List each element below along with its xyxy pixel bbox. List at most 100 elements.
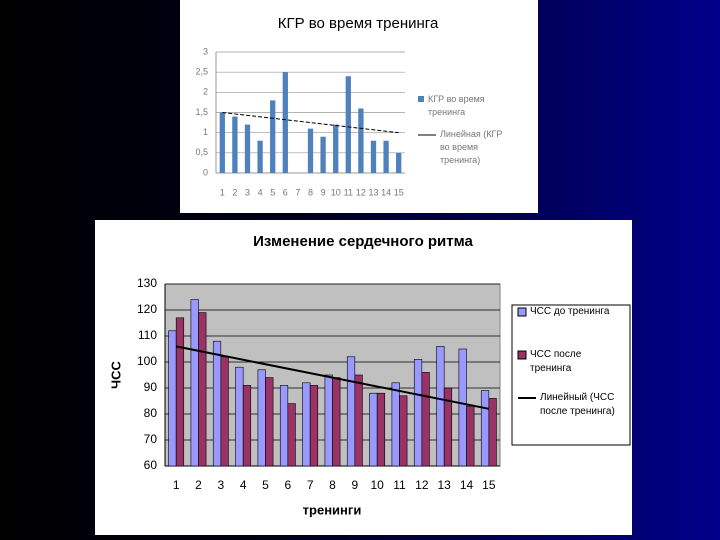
bar — [354, 374, 363, 467]
bar — [443, 387, 453, 467]
x-tick-label: 5 — [270, 187, 275, 197]
legend-label: Линейная (КГР во время тренинга) — [440, 129, 503, 165]
chart-panel — [180, 0, 538, 213]
bar — [220, 356, 229, 467]
bar — [265, 377, 274, 467]
bar — [320, 136, 326, 173]
bar — [466, 405, 475, 467]
trend-line — [175, 345, 490, 410]
bar — [270, 100, 276, 173]
bar — [346, 356, 356, 467]
bar — [413, 359, 423, 467]
bar — [376, 392, 386, 467]
bar — [358, 108, 364, 173]
chart-title: Изменение сердечного ритма — [253, 233, 473, 250]
legend-swatch — [517, 350, 527, 360]
legend-box — [511, 304, 631, 446]
x-tick-label: 12 — [415, 478, 429, 492]
x-tick-label: 3 — [217, 478, 224, 492]
bar — [168, 330, 177, 467]
y-tick-label: 100 — [137, 354, 157, 368]
bar — [244, 124, 251, 173]
bar — [396, 152, 402, 173]
x-tick-label: 1 — [173, 478, 180, 492]
bar — [232, 116, 238, 173]
y-tick-label: 2,5 — [195, 67, 208, 77]
trend-line — [222, 112, 399, 134]
chart-title: КГР во время тренинга — [278, 15, 439, 32]
legend-swatch — [418, 96, 424, 102]
bar — [257, 140, 263, 173]
y-tick-label: 1,5 — [195, 107, 208, 117]
x-tick-label: 7 — [307, 478, 314, 492]
bar — [370, 140, 377, 173]
x-tick-label: 14 — [381, 187, 391, 197]
y-tick-label: 110 — [138, 328, 157, 342]
bar — [279, 385, 289, 467]
legend-swatch — [517, 307, 527, 317]
y-tick-label: 1 — [203, 127, 208, 137]
x-tick-label: 10 — [331, 187, 341, 197]
y-tick-label: 60 — [144, 458, 158, 472]
bar — [307, 128, 314, 173]
y-tick-label: 90 — [144, 380, 158, 394]
bar — [302, 382, 311, 467]
y-tick-label: 2 — [203, 87, 208, 97]
bar — [212, 340, 222, 467]
legend-label: Линейный (ЧСС после тренинга) — [540, 392, 615, 417]
x-tick-label: 2 — [195, 478, 202, 492]
bar — [345, 76, 351, 173]
y-tick-label: 120 — [137, 302, 157, 316]
x-tick-label: 9 — [351, 478, 358, 492]
y-axis-label: ЧСС — [108, 360, 123, 389]
x-tick-label: 15 — [394, 187, 404, 197]
bar — [324, 374, 333, 467]
x-tick-label: 4 — [240, 478, 247, 492]
x-tick-label: 10 — [370, 478, 384, 492]
x-tick-label: 8 — [329, 478, 336, 492]
x-tick-label: 15 — [482, 478, 496, 492]
x-tick-label: 13 — [368, 187, 378, 197]
bar — [332, 377, 341, 467]
bar — [235, 366, 244, 467]
bar — [309, 385, 319, 467]
bar — [190, 299, 199, 467]
x-tick-label: 8 — [308, 187, 313, 197]
x-tick-label: 14 — [460, 478, 474, 492]
y-tick-label: 0 — [203, 167, 208, 177]
bar — [480, 390, 490, 467]
y-tick-label: 70 — [144, 432, 158, 446]
legend-label: ЧСС после тренинга — [530, 349, 582, 374]
bar — [488, 398, 497, 467]
x-tick-label: 11 — [344, 187, 353, 197]
x-tick-label: 9 — [321, 187, 326, 197]
bar — [333, 124, 339, 173]
x-tick-label: 13 — [437, 478, 451, 492]
x-tick-label: 7 — [295, 187, 300, 197]
x-tick-label: 3 — [245, 187, 250, 197]
x-tick-label: 6 — [284, 478, 291, 492]
x-tick-label: 5 — [262, 478, 269, 492]
legend-label: ЧСС до тренинга — [530, 306, 610, 317]
bar — [436, 346, 445, 467]
bar — [391, 382, 400, 467]
bar — [458, 348, 467, 467]
bar — [198, 312, 207, 467]
y-tick-label: 0,5 — [195, 147, 208, 157]
x-tick-label: 2 — [232, 187, 237, 197]
x-tick-label: 4 — [258, 187, 263, 197]
x-tick-label: 1 — [220, 187, 225, 197]
bar — [421, 372, 430, 467]
bar — [399, 395, 408, 467]
bar — [219, 112, 225, 173]
bar — [242, 385, 252, 467]
bar — [383, 140, 389, 173]
x-tick-label: 12 — [356, 187, 366, 197]
bar — [369, 392, 378, 467]
y-tick-label: 80 — [144, 406, 158, 420]
x-tick-label: 11 — [393, 478, 406, 492]
legend-label: КГР во время тренинга — [428, 94, 485, 117]
bar — [287, 403, 296, 467]
